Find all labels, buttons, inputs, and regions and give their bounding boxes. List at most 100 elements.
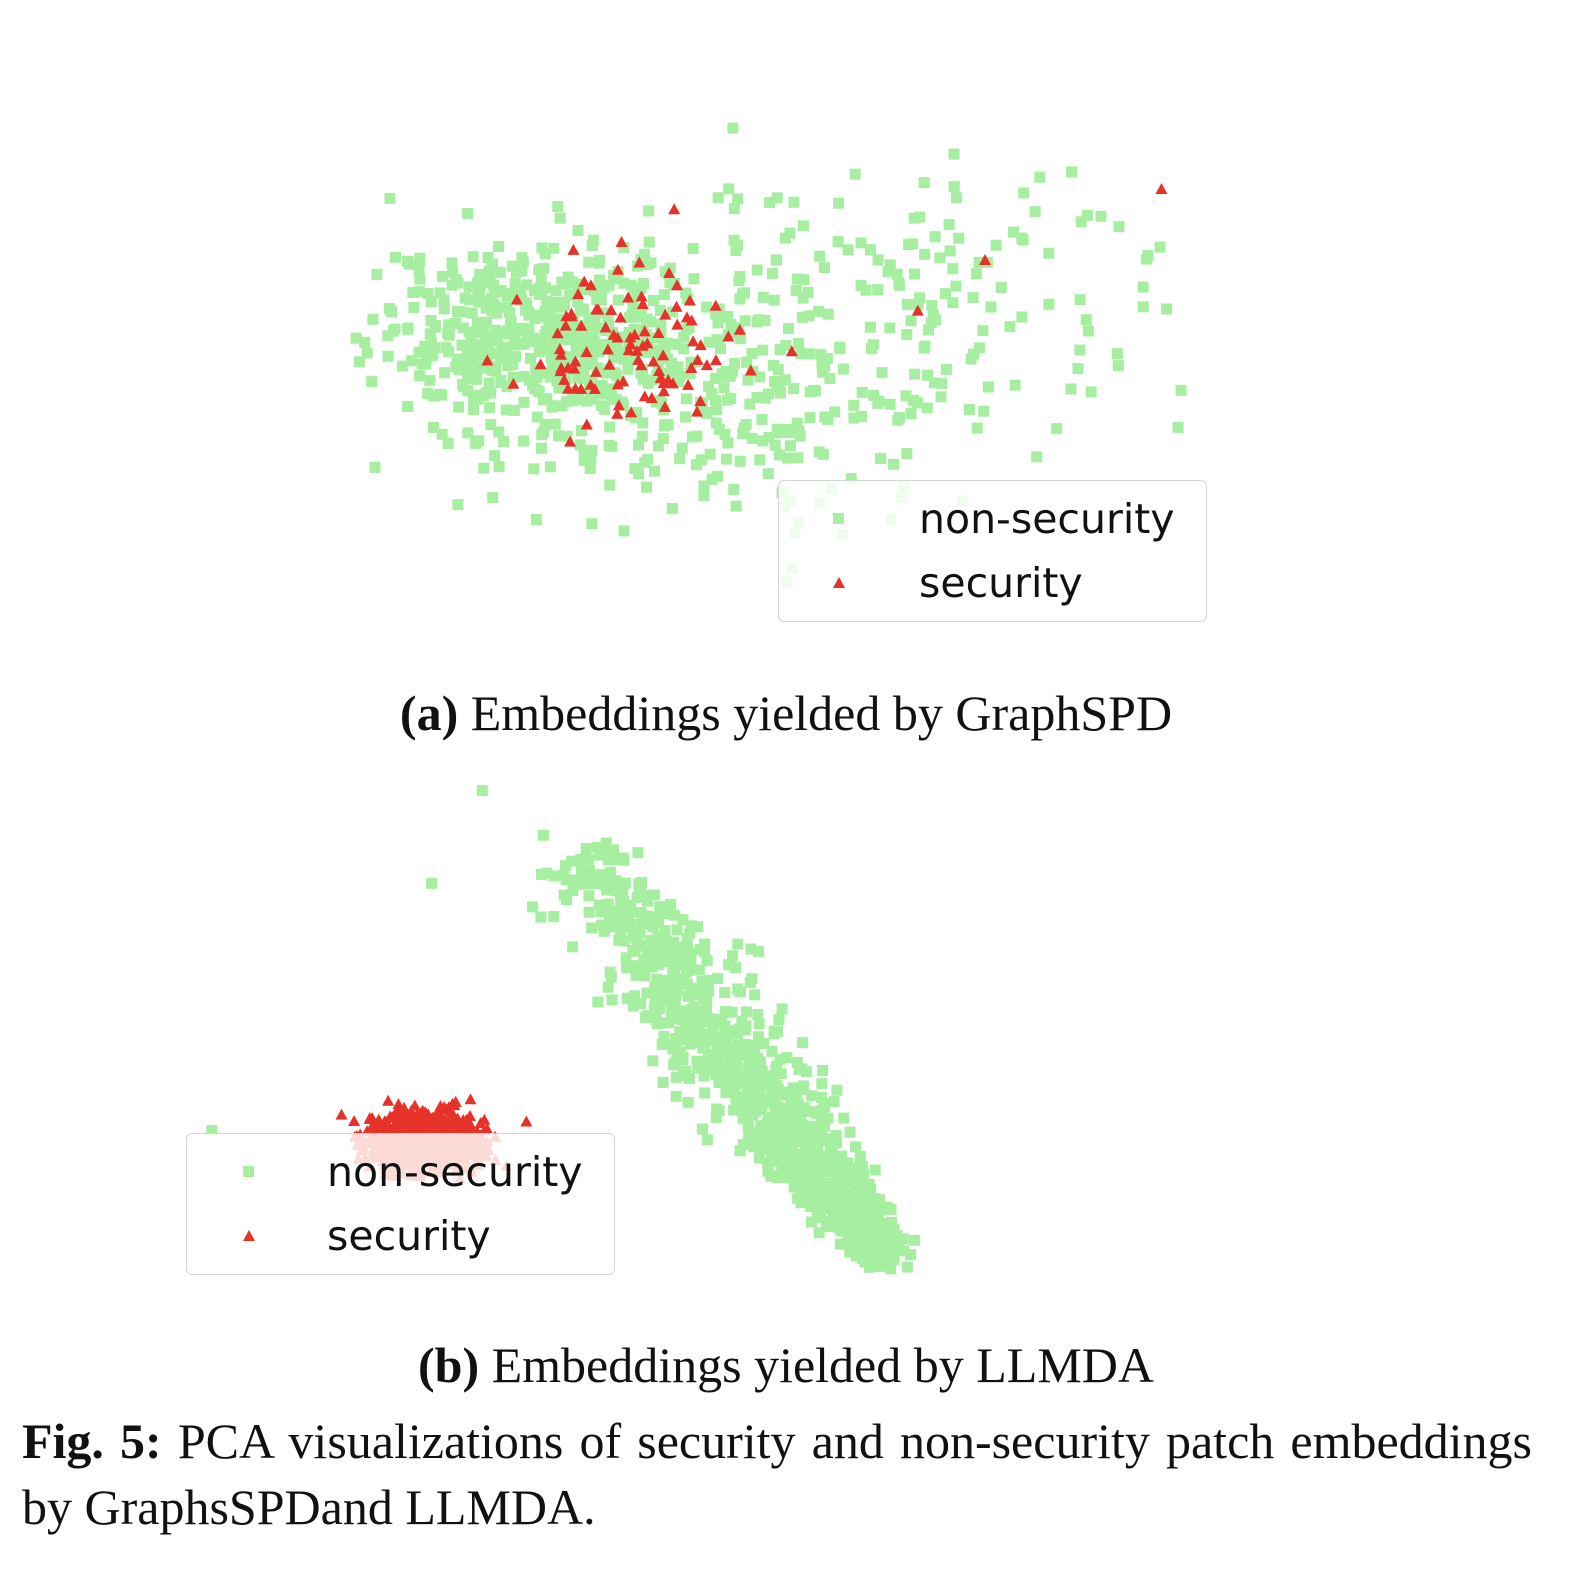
non-security-point: [550, 285, 562, 297]
non-security-point: [459, 292, 471, 304]
non-security-point: [985, 301, 997, 313]
non-security-point: [1004, 321, 1016, 333]
non-security-point: [478, 390, 490, 402]
non-security-point: [577, 870, 589, 882]
non-security-point: [666, 952, 678, 964]
non-security-point: [687, 243, 699, 255]
non-security-point: [649, 949, 661, 961]
non-security-point: [617, 887, 629, 899]
non-security-point: [732, 1077, 744, 1089]
security-point: [611, 263, 624, 275]
non-security-point: [950, 280, 962, 292]
non-security-point: [753, 1152, 765, 1164]
non-security-point: [367, 313, 379, 325]
non-security-point: [658, 979, 670, 991]
non-security-point: [488, 279, 500, 291]
security-point: [709, 354, 722, 366]
security-point: [578, 275, 591, 287]
non-security-point: [457, 306, 469, 318]
non-security-point: [834, 1238, 846, 1250]
non-security-point: [483, 377, 495, 389]
non-security-point: [681, 978, 693, 990]
non-security-point: [773, 1086, 785, 1098]
non-security-point: [740, 419, 752, 431]
subcaption-a: (a) Embeddings yielded by GraphSPD: [0, 684, 1572, 742]
non-security-point: [574, 439, 586, 451]
non-security-point: [504, 306, 516, 318]
security-point: [744, 364, 757, 376]
non-security-point: [753, 314, 765, 326]
non-security-point: [635, 998, 647, 1010]
non-security-point: [484, 402, 496, 414]
non-security-point: [535, 285, 547, 297]
non-security-point: [914, 292, 926, 304]
non-security-point: [585, 453, 597, 465]
security-point: [382, 1094, 395, 1106]
non-security-point: [802, 1159, 814, 1171]
non-security-point: [507, 372, 519, 384]
non-security-point: [813, 305, 825, 317]
non-security-point: [618, 241, 630, 253]
non-security-point: [637, 889, 649, 901]
non-security-point: [803, 1106, 815, 1118]
security-point: [657, 349, 670, 361]
security-point: [572, 288, 585, 300]
non-security-point: [759, 1129, 771, 1141]
non-security-point: [719, 987, 731, 999]
security-point: [441, 1123, 454, 1135]
non-security-point: [486, 258, 498, 270]
non-security-point: [792, 273, 804, 285]
security-point: [410, 1121, 423, 1133]
non-security-point: [827, 1136, 839, 1148]
non-security-point: [467, 357, 479, 369]
non-security-point: [862, 1208, 874, 1220]
non-security-point: [602, 854, 614, 866]
non-security-point: [773, 1149, 785, 1161]
non-security-point: [443, 346, 455, 358]
non-security-point: [848, 399, 860, 411]
non-security-point: [796, 1063, 808, 1075]
non-security-point: [1175, 384, 1187, 396]
subcaption-b-text: Embeddings yielded by: [491, 1337, 977, 1393]
non-security-point: [768, 1071, 780, 1083]
non-security-point: [725, 319, 737, 331]
security-point: [630, 344, 643, 356]
non-security-point: [402, 323, 414, 335]
non-security-point: [541, 393, 553, 405]
non-security-point: [720, 1005, 732, 1017]
non-security-point: [451, 353, 463, 365]
non-security-point: [711, 334, 723, 346]
non-security-point: [1074, 344, 1086, 356]
non-security-point: [829, 406, 841, 418]
non-security-point: [580, 843, 592, 855]
security-point: [632, 353, 645, 365]
security-point: [559, 319, 572, 331]
non-security-point: [732, 240, 744, 252]
non-security-point: [798, 1149, 810, 1161]
non-security-point: [727, 366, 739, 378]
non-security-point: [389, 251, 401, 263]
non-security-point: [694, 944, 706, 956]
non-security-point: [622, 359, 634, 371]
non-security-point: [574, 284, 586, 296]
security-point: [464, 1093, 477, 1105]
security-point: [575, 382, 588, 394]
non-security-point: [600, 837, 612, 849]
non-security-point: [740, 1006, 752, 1018]
non-security-point: [929, 231, 941, 243]
non-security-point: [741, 1080, 753, 1092]
non-security-point: [359, 336, 371, 348]
non-security-point: [598, 925, 610, 937]
non-security-point: [647, 921, 659, 933]
non-security-point: [572, 296, 584, 308]
non-security-point: [638, 918, 650, 930]
non-security-point: [765, 1170, 777, 1182]
legend-a-entry-security: security: [779, 553, 1206, 613]
non-security-point: [714, 343, 726, 355]
non-security-point: [813, 446, 825, 458]
security-point: [507, 377, 520, 389]
non-security-point: [596, 379, 608, 391]
non-security-point: [659, 925, 671, 937]
non-security-point: [1095, 210, 1107, 222]
non-security-point: [688, 273, 700, 285]
